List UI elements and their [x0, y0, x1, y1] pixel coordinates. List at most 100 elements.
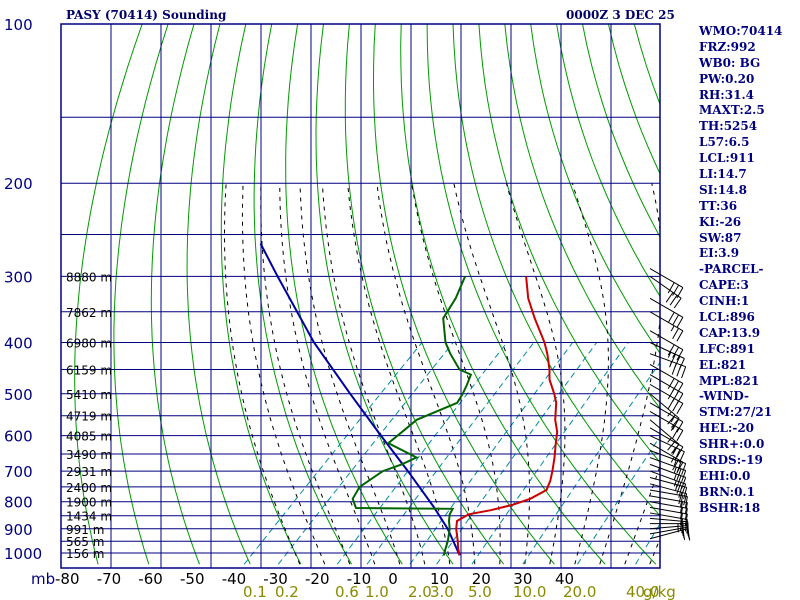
wind-barb-feather: [676, 430, 684, 442]
stat-line: SHR+:0.0: [699, 437, 765, 452]
wind-barb: [649, 297, 684, 328]
height-label: 991 m: [66, 523, 104, 537]
wind-barb-feather: [676, 364, 682, 377]
moist-adiabat: [599, 183, 660, 565]
wind-barb-feather: [681, 483, 687, 496]
dry-adiabat: [253, 24, 353, 565]
wind-barb-staff: [649, 311, 684, 332]
wind-barb: [649, 427, 684, 458]
pressure-tick-label: 1000: [4, 545, 42, 563]
moist-adiabat: [299, 183, 401, 565]
wind-barb-staff: [649, 442, 684, 463]
wind-barb-feather: [671, 363, 677, 375]
pressure-tick-label: 600: [4, 428, 33, 446]
mixing-ratio-line: [277, 342, 454, 565]
wind-barb-half-feather: [670, 456, 675, 463]
wind-barb-feather: [672, 346, 680, 358]
wind-barb-feather: [686, 528, 691, 541]
sounding-indices: WMO:70414 FRZ:992 WB0: BG PW:0.20 RH:31.4 MAX…: [699, 24, 782, 517]
temperature-tick-label: -20: [305, 570, 330, 588]
height-label: 6159 m: [66, 364, 112, 378]
mixing-ratio-line: [471, 342, 629, 565]
stat-line: SW:87: [699, 230, 742, 245]
wind-barbs: [649, 268, 691, 541]
pressure-tick-label: 400: [4, 335, 33, 353]
mixing-ratio-line: [366, 342, 535, 565]
wind-barb-half-feather: [670, 416, 675, 423]
dry-adiabat: [530, 24, 660, 355]
mixing-ratio-line: [243, 342, 423, 565]
wind-barb-staff: [649, 342, 685, 359]
temperature-profile: [455, 276, 559, 556]
dry-adiabat: [186, 24, 251, 565]
wind-barb-staff: [649, 435, 685, 453]
moist-adiabat: [571, 183, 609, 565]
wind-barb: [649, 411, 684, 442]
mixing-ratio-label: 20.0: [563, 583, 596, 600]
wind-barb-staff: [649, 419, 680, 445]
wind-barb-feather: [673, 297, 682, 309]
mixing-ratio-line: [577, 435, 660, 565]
height-label: 7862 m: [66, 306, 112, 320]
wind-barb-staff: [649, 275, 682, 299]
wind-barb-feather: [665, 292, 674, 303]
dry-adiabat: [452, 24, 660, 517]
height-label: 1434 m: [66, 510, 112, 524]
stat-line: TH:5254: [699, 119, 758, 134]
wind-barb-feather: [672, 328, 680, 339]
dry-adiabat: [285, 24, 403, 565]
wind-barb-half-feather: [667, 437, 672, 443]
wind-barb-feather: [676, 330, 684, 342]
chart-time: 0000Z 3 DEC 25: [566, 8, 675, 22]
stat-line: HEL:-20: [699, 421, 755, 436]
mixing-ratio-label: 10.0: [513, 583, 546, 600]
pressure-tick-label: 800: [4, 494, 33, 512]
stat-line: SI:14.8: [699, 182, 747, 197]
wind-barb-feather: [667, 378, 675, 390]
wind-barb-staff: [649, 470, 686, 485]
wind-barb-staff: [649, 501, 688, 509]
pressure-tick-label: 200: [4, 175, 33, 193]
mixing-ratio-label: 5.0: [468, 583, 492, 600]
moist-adiabats: [224, 183, 660, 565]
wind-barb-feather: [669, 295, 678, 306]
wind-barb-staff: [649, 526, 688, 535]
mixing-ratio-label: 0.2: [275, 583, 299, 600]
stat-line: LI:14.7: [699, 167, 747, 182]
stat-line: CAP:13.9: [699, 325, 761, 340]
stat-line: BSHR:18: [699, 500, 761, 515]
stat-line: MAXT:2.5: [699, 103, 765, 118]
stat-line: CINH:1: [699, 294, 750, 309]
wind-barb-feather: [676, 349, 684, 361]
wind-barb-half-feather: [673, 459, 677, 466]
wind-barb-feather: [672, 284, 680, 296]
wind-barb-staff: [649, 353, 686, 368]
wind-barb-staff: [649, 477, 687, 488]
wind-barb: [649, 268, 684, 299]
mixing-ratio-label: 40.0: [626, 583, 659, 600]
height-label: 6980 m: [66, 337, 112, 351]
wind-barb: [649, 528, 691, 541]
wind-barb: [649, 402, 684, 433]
dewpoint-profile: [351, 276, 473, 556]
height-label: 4085 m: [66, 430, 112, 444]
wind-barb-staff: [649, 483, 687, 495]
wind-barb-feather: [681, 366, 687, 379]
pressure-tick-label: 900: [4, 521, 33, 539]
wind-barb-feather: [672, 400, 680, 412]
temperature-tick-label: -50: [180, 570, 205, 588]
pressure-tick-label: 300: [4, 268, 33, 286]
stat-line: KI:-26: [699, 214, 742, 229]
pressure-tick-label: 500: [4, 386, 33, 404]
moist-adiabat: [376, 183, 476, 565]
sounding-profiles: [259, 243, 559, 556]
wind-barb-feather: [672, 459, 680, 471]
wind-barb-feather: [676, 446, 684, 458]
mixing-ratio-line: [409, 342, 574, 565]
height-label: 2400 m: [66, 481, 112, 495]
height-label: 4719 m: [66, 410, 112, 424]
mixing-ratio-label: 3.0: [430, 583, 454, 600]
temperature-tick-label: -40: [222, 570, 247, 588]
height-label: 565 m: [66, 535, 104, 549]
